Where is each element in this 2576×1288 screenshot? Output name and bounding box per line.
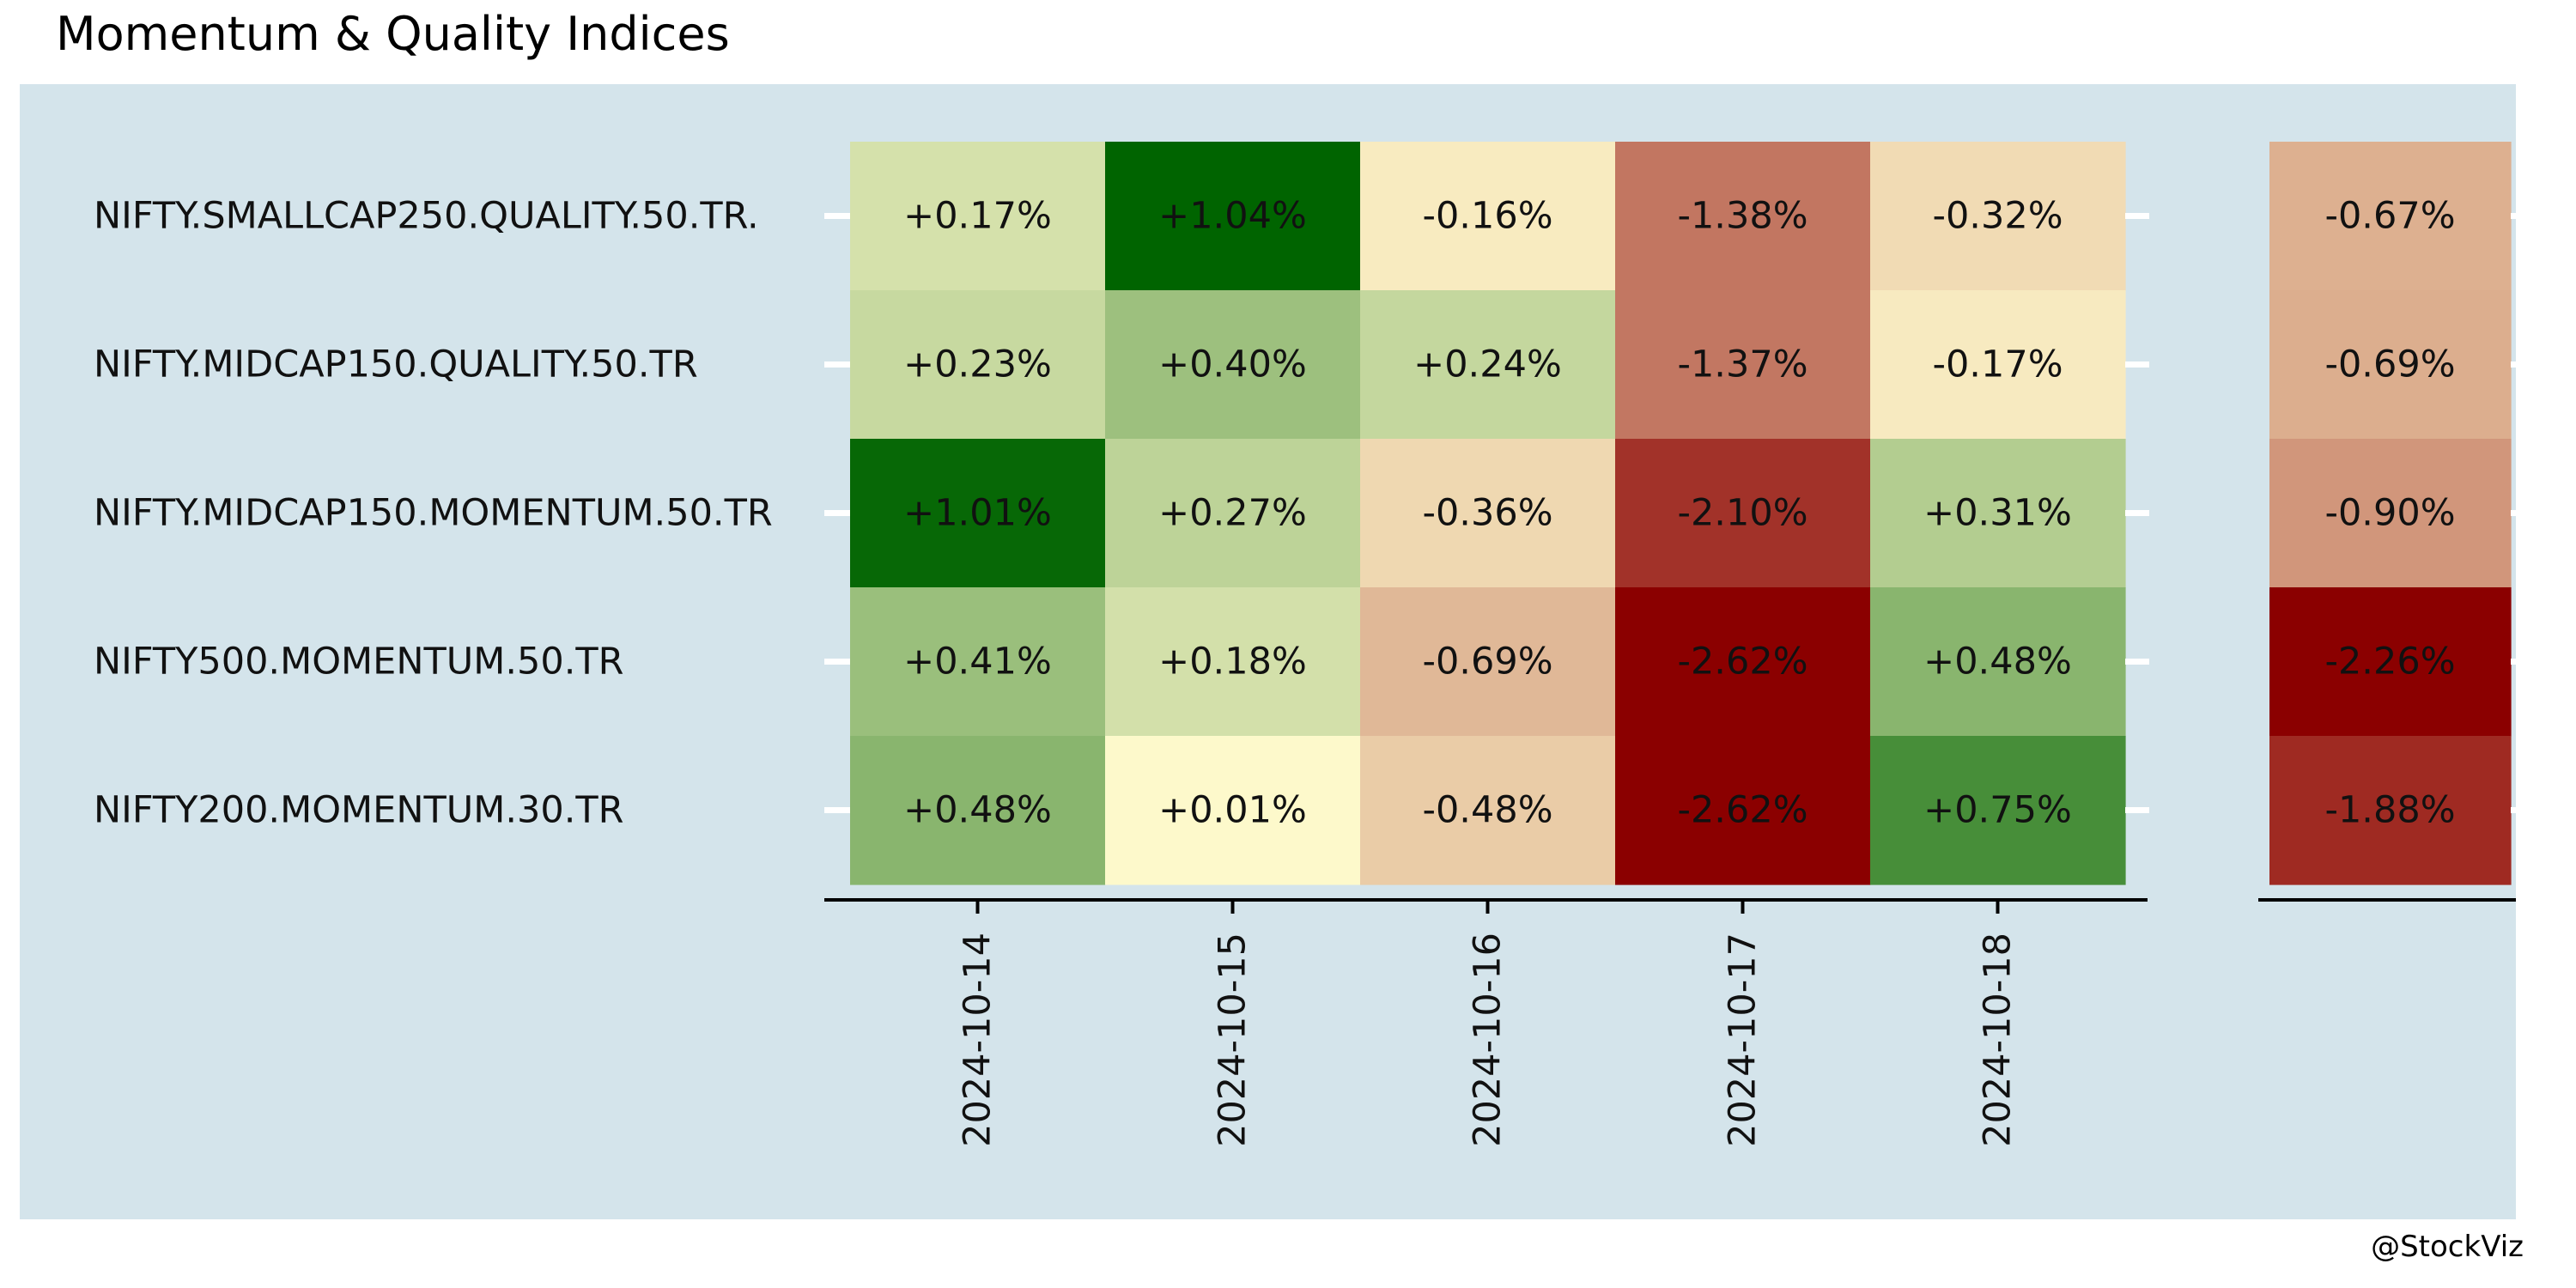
main-heatmap-cell: [1870, 142, 2126, 291]
main-heatmap-value-label: +0.23%: [903, 343, 1052, 386]
summary-heatmap-cell: [2269, 142, 2512, 291]
plot-panel: +0.17% +1.04% -0.16% -1.38% -0.32% +0.23% +0.4…: [20, 84, 2516, 1219]
chart-title: Momentum & Quality Indices: [56, 7, 730, 61]
main-heatmap-value-label: +0.17%: [903, 195, 1052, 238]
main-heatmap-value-label: +0.01%: [1158, 789, 1307, 832]
x-tick-label: 2024-10-18: [1977, 933, 2020, 1147]
main-heatmap-cell: [1360, 290, 1616, 440]
main-heatmap-value-label: +0.41%: [903, 641, 1052, 683]
main-heatmap-cell: [1870, 439, 2126, 588]
main-heatmap-cell: [1105, 142, 1361, 291]
main-heatmap-value-label: -2.62%: [1677, 641, 1807, 683]
summary-heatmap-cell: [2269, 290, 2512, 440]
x-tick-label: 2024-10-16: [1467, 933, 1510, 1147]
main-heatmap-value-label: -0.16%: [1422, 195, 1552, 238]
main-heatmap-value-label: +0.40%: [1158, 343, 1307, 386]
main-heatmap-value-label: +1.01%: [903, 492, 1052, 535]
summary-heatmap-cell: [2269, 736, 2512, 885]
row-label: NIFTY.MIDCAP150.MOMENTUM.50.TR: [94, 492, 773, 535]
summary-heatmap-value-label: -0.67%: [2324, 195, 2455, 238]
main-heatmap-value-label: -2.62%: [1677, 789, 1807, 832]
main-heatmap-value-label: -0.69%: [1422, 641, 1552, 683]
x-tick-label: 2024-10-14: [957, 933, 999, 1147]
main-heatmap-cell: [1870, 587, 2126, 737]
x-tick-label: 2024-10-15: [1212, 933, 1255, 1147]
main-heatmap-value-label: +0.24%: [1413, 343, 1562, 386]
main-heatmap-cell: [1615, 142, 1871, 291]
main-heatmap-value-label: +0.27%: [1158, 492, 1307, 535]
main-heatmap-value-label: -0.36%: [1422, 492, 1552, 535]
summary-heatmap-cell: [2269, 587, 2512, 737]
main-heatmap-value-label: +0.18%: [1158, 641, 1307, 683]
main-heatmap-cell: [1615, 290, 1871, 440]
summary-heatmap-value-label: -0.69%: [2324, 343, 2455, 386]
main-heatmap-value-label: +1.04%: [1158, 195, 1307, 238]
main-heatmap-cell: [1105, 439, 1361, 588]
main-heatmap-cell: [850, 736, 1106, 885]
main-heatmap-cell: [1360, 439, 1616, 588]
main-heatmap-value-label: +0.48%: [1923, 641, 2072, 683]
main-heatmap-cell: [1105, 290, 1361, 440]
main-heatmap-value-label: +0.31%: [1923, 492, 2072, 535]
main-heatmap-cell: [1870, 736, 2126, 885]
main-heatmap-cell: [1870, 290, 2126, 440]
summary-heatmap-cell: [2269, 439, 2512, 588]
summary-heatmap-value-label: -0.90%: [2324, 492, 2455, 535]
main-heatmap-cell: [1360, 142, 1616, 291]
row-label: NIFTY200.MOMENTUM.30.TR: [94, 789, 624, 832]
main-heatmap-cell: [1360, 587, 1616, 737]
main-heatmap-cell: [850, 142, 1106, 291]
main-heatmap-cell: [850, 439, 1106, 588]
main-heatmap-value-label: +0.48%: [903, 789, 1052, 832]
summary-heatmap-value-label: -1.88%: [2324, 789, 2455, 832]
main-heatmap-cell: [1360, 736, 1616, 885]
main-heatmap-value-label: -0.17%: [1932, 343, 2063, 386]
main-heatmap-value-label: -0.48%: [1422, 789, 1552, 832]
row-label: NIFTY.MIDCAP150.QUALITY.50.TR: [94, 343, 698, 386]
row-label: NIFTY500.MOMENTUM.50.TR: [94, 641, 624, 683]
row-label: NIFTY.SMALLCAP250.QUALITY.50.TR.: [94, 195, 759, 238]
main-heatmap-value-label: -1.37%: [1677, 343, 1807, 386]
main-heatmap-cell: [1105, 736, 1361, 885]
summary-heatmap-value-label: -2.26%: [2324, 641, 2455, 683]
main-heatmap-value-label: +0.75%: [1923, 789, 2072, 832]
credit-label: @StockViz: [2371, 1230, 2524, 1264]
x-tick-label: 2024-10-17: [1722, 933, 1765, 1147]
main-heatmap-cell: [850, 587, 1106, 737]
main-heatmap-value-label: -0.32%: [1932, 195, 2063, 238]
main-heatmap-cell: [1615, 439, 1871, 588]
main-heatmap-value-label: -1.38%: [1677, 195, 1807, 238]
heatmap-chart: +0.17% +1.04% -0.16% -1.38% -0.32% +0.23% +0.4…: [94, 142, 2516, 1147]
main-heatmap-cell: [1615, 587, 1871, 737]
main-heatmap-cell: [850, 290, 1106, 440]
main-heatmap-value-label: -2.10%: [1677, 492, 1807, 535]
main-heatmap-cell: [1615, 736, 1871, 885]
main-heatmap-cell: [1105, 587, 1361, 737]
